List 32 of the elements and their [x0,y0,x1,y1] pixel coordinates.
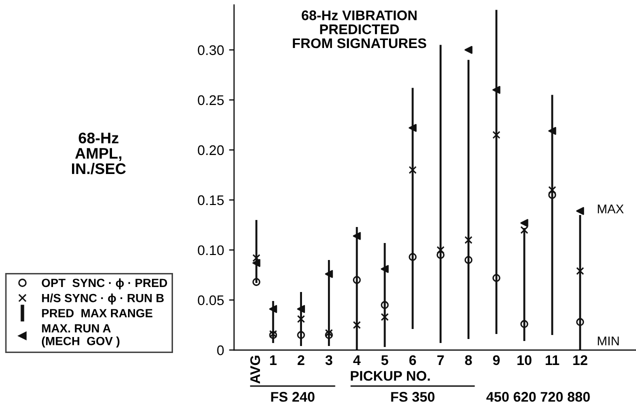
text: FS 240 [271,392,314,402]
x-tick-label: 4 [353,355,361,365]
legend-label: PRED MAX RANGE [42,308,152,318]
x-tick-label: 10 [517,355,532,366]
x-tick-label: 6 [409,355,416,366]
y-tick-label: 0.20 [198,145,224,156]
text: 68-Hz VIBRATION PREDICTED FROM SIGNATURES [292,10,426,48]
x-tick-label: 9 [493,355,500,366]
x-tick-label: 12 [573,355,588,365]
y-tick-label: 0.10 [198,245,224,256]
x-tick-label: 3 [325,355,332,366]
x-tick-label: 11 [546,355,560,365]
x-tick-label: 2 [298,355,304,365]
x-tick-label: 5 [381,355,388,366]
y-tick-label: 0.15 [198,195,224,206]
legend-label: H/S SYNC · ϕ · RUN B [42,294,164,305]
y-tick-label: 0 [217,345,224,356]
text: MIN [598,336,619,346]
text: 450 620 720 880 [486,392,590,402]
y-tick-label: 0.25 [198,95,224,106]
text: MAX [598,204,624,214]
x-axis-title: PICKUP NO. [350,370,430,381]
x-tick-label: 7 [437,355,444,365]
y-axis-title: 68-Hz AMPL, IN./SEC [72,132,126,174]
y-tick-label: 0.05 [198,295,224,306]
x-tick-label: 1 [270,355,277,365]
x-tick-label: 8 [465,355,472,366]
y-tick-label: 0.30 [198,45,224,56]
legend-label: OPT SYNC · ϕ · PRED [42,278,168,290]
legend-label: MAX. RUN A (MECH GOV ) [42,324,120,348]
x-tick-label: AVG [250,356,260,384]
text: FS 350 [391,392,434,402]
